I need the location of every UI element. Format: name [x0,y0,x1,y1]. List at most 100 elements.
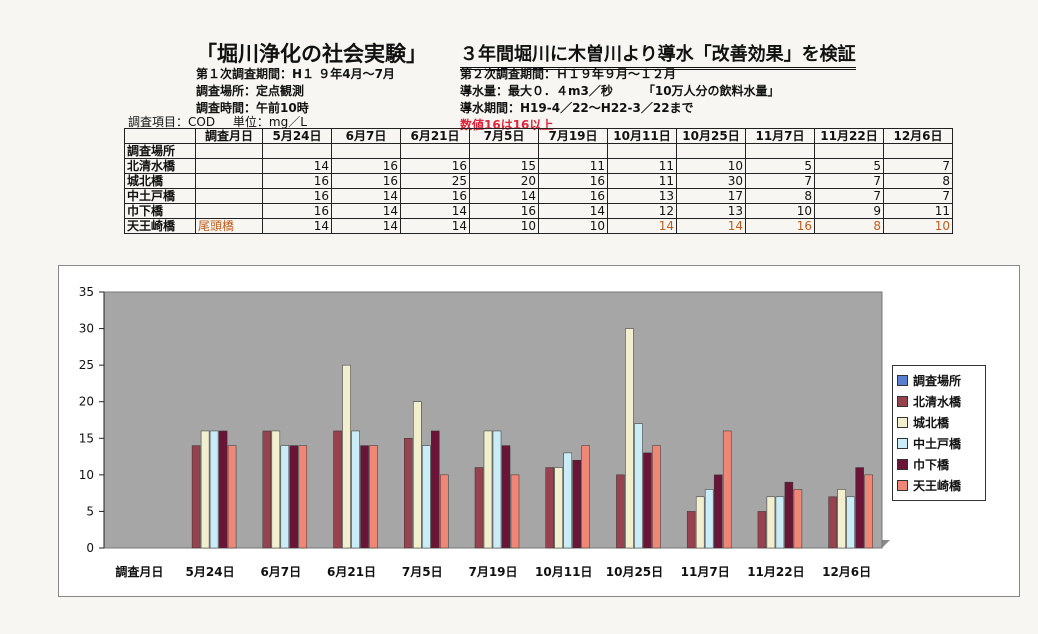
bar [864,474,873,549]
date-header: 調査月日 [195,128,263,144]
legend-item: 調査場所 [897,370,981,391]
date-col: 5月24日 [262,128,332,144]
bar [280,445,290,549]
bar [793,489,803,549]
bar [492,430,502,549]
date-col: 10月25日 [676,128,746,144]
value-cell: 16 [745,218,815,234]
y-tick-label: 30 [79,322,94,336]
bar [563,452,572,549]
item-line: 調査項目：COD 単位：mg／L [128,113,321,130]
legend-label: 城北橋 [913,416,950,430]
table-row: 天王崎橋 尾頭橋 14 14 14 10 10 14 14 16 8 10 [124,218,953,234]
value-cell: 10 [538,218,608,234]
bar [775,496,785,549]
bar [837,489,846,549]
bar [766,496,776,549]
x-tick-label: 調査月日 [115,564,163,579]
x-tick-label: 7月5日 [402,565,443,579]
bar [200,430,210,549]
bar [554,467,563,549]
x-tick-label: 6月21日 [327,565,376,579]
value-cell: 16 [538,188,608,204]
bar [191,445,201,549]
bar [625,328,634,549]
date-col: 7月5日 [469,128,539,144]
survey2-flow: 導水量：最大０．４m3／秒 「10万人分の飲料水量」 [460,84,780,98]
site-name: 北清水橋 [124,158,196,174]
bar [846,496,855,549]
survey2-flow-period: 導水期間：H19-4／22～H22-3／22まで [460,101,694,115]
x-tick-label: 10月11日 [535,565,592,579]
bar [483,430,493,549]
place-label: 調査場所 [124,143,196,159]
value-cell: 10 [469,218,539,234]
value-cell: 14 [400,218,470,234]
bar [501,445,511,549]
legend-swatch [897,417,908,428]
bar [413,401,422,549]
legend-label: 巾下橋 [913,458,950,472]
value-cell: 14 [262,218,332,234]
y-tick-label: 5 [86,504,94,518]
bar [572,459,581,549]
x-tick-label: 5月24日 [186,565,235,579]
bar [828,496,837,549]
bar [581,445,590,549]
bar [351,430,360,549]
y-tick-label: 35 [79,285,94,299]
bar [510,474,520,549]
legend-label: 北清水橋 [913,395,962,409]
legend-label: 調査場所 [913,374,962,388]
value-cell: 16 [331,158,401,174]
value-cell: 14 [676,218,746,234]
legend-swatch [897,438,908,449]
survey2-period: 第２次調査期間：Ｈ１９年９月～１２月 [460,67,677,81]
title-left: 「堀川浄化の社会実験」 [196,42,427,66]
date-col: 12月6日 [883,128,953,144]
date-col: 11月22日 [814,128,884,144]
bar [855,467,864,549]
value-cell: 11 [538,158,608,174]
legend-swatch [897,480,908,491]
bar [342,364,351,549]
y-tick-label: 15 [79,431,94,445]
bar [298,445,308,549]
bar [704,489,714,549]
value-cell: 11 [607,173,677,189]
survey1-period: 第１次調査期間：H１ ９年4月～7月 [196,67,395,81]
chart-legend: 調査場所北清水橋城北橋中土戸橋巾下橋天王崎橋 [892,365,986,501]
legend-item: 巾下橋 [897,454,981,475]
bar [695,496,705,549]
bar [757,511,767,549]
bar [271,430,281,549]
legend-item: 北清水橋 [897,391,981,412]
site-sub-name: 尾頭橋 [195,218,263,234]
x-tick-label: 11月22日 [747,565,804,579]
y-tick-label: 0 [86,541,94,555]
legend-label: 中土戸橋 [913,437,962,451]
bar [713,474,723,549]
bar [634,423,643,549]
bar [262,430,272,549]
site-name: 天王崎橋 [124,218,196,234]
x-tick-label: 10月25日 [606,565,663,579]
bar [218,430,228,549]
x-tick-label: 11月7日 [681,565,730,579]
bar [722,430,732,549]
bar [474,467,484,549]
legend-item: 城北橋 [897,412,981,433]
legend-item: 天王崎橋 [897,475,981,496]
bar [227,445,237,549]
title-right: ３年間堀川に木曽川より導水「改善効果」を検証 [460,40,856,70]
x-tick-label: 7月19日 [468,565,517,579]
value-cell: 14 [262,158,332,174]
y-tick-label: 25 [79,358,94,372]
legend-item: 中土戸橋 [897,433,981,454]
bar [422,445,431,549]
value-cell: 16 [469,203,539,219]
bar [616,474,625,549]
date-col: 10月11日 [607,128,677,144]
survey1-info: 第１次調査期間：H１ ９年4月～7月 調査場所：定点観測 調査時間：午前10時 [196,66,395,117]
